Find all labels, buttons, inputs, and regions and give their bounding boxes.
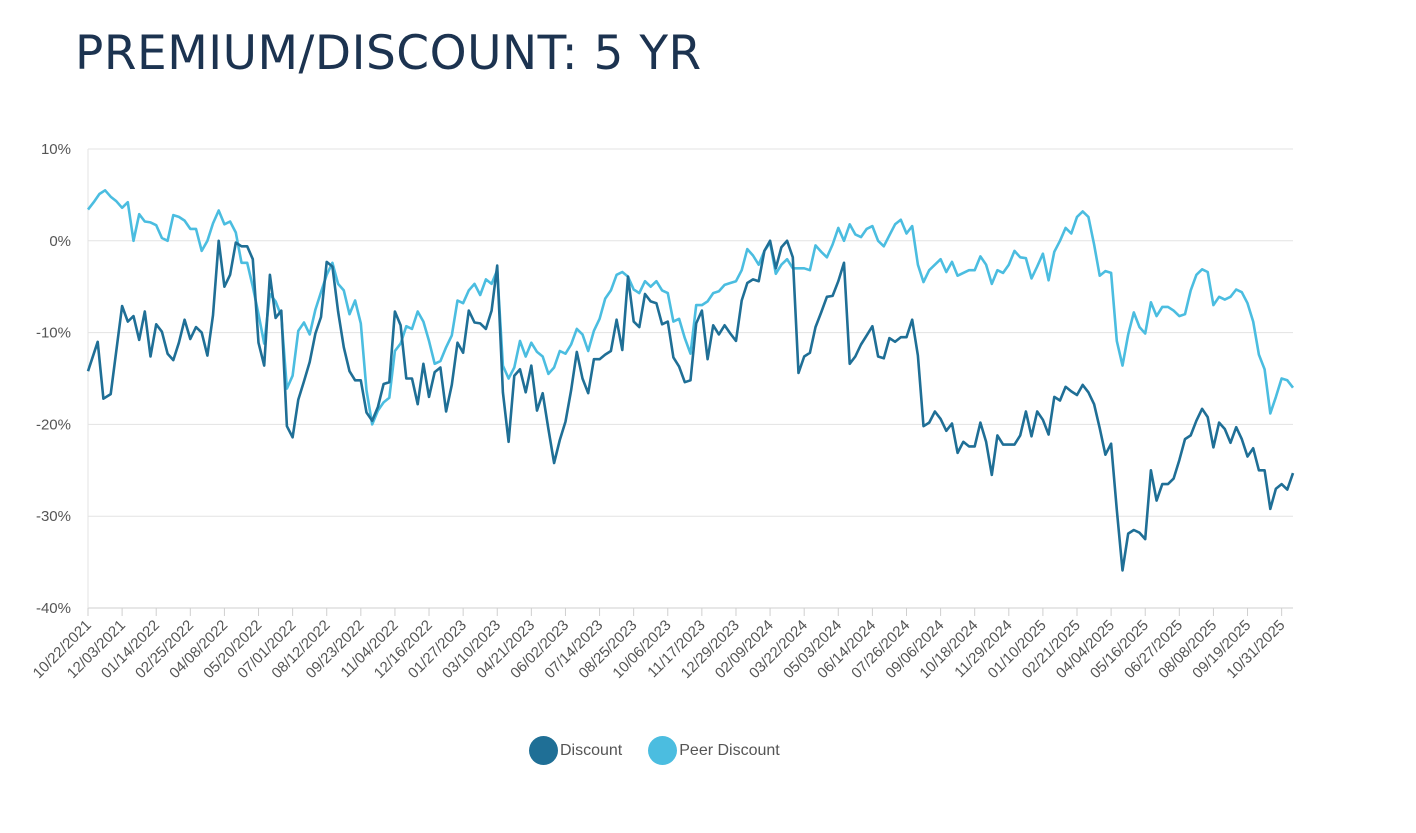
legend-item-peer-discount[interactable]: Peer Discount — [648, 736, 780, 765]
y-tick-label: 0% — [49, 233, 71, 250]
y-tick-label: 10% — [41, 141, 71, 158]
legend-marker-discount — [529, 736, 558, 765]
chart-title: PREMIUM/DISCOUNT: 5 YR — [75, 26, 702, 81]
y-tick-label: -30% — [36, 508, 71, 525]
y-tick-label: -20% — [36, 416, 71, 433]
legend-label-peer-discount: Peer Discount — [679, 741, 780, 759]
legend-label-discount: Discount — [560, 741, 623, 759]
legend-item-discount[interactable]: Discount — [529, 736, 622, 765]
y-tick-label: -40% — [36, 600, 71, 617]
series-line-discount — [86, 239, 1295, 572]
x-axis: 10/22/202112/03/202101/14/202202/25/2022… — [30, 149, 1293, 682]
series-line-peer-discount — [86, 189, 1295, 426]
legend: Discount Peer Discount — [529, 736, 806, 765]
series-lines — [86, 189, 1295, 572]
y-tick-label: -10% — [36, 325, 71, 342]
y-axis-ticks: 10% 0% -10% -20% -30% -40% — [36, 141, 71, 617]
legend-marker-peer-discount — [648, 736, 678, 765]
